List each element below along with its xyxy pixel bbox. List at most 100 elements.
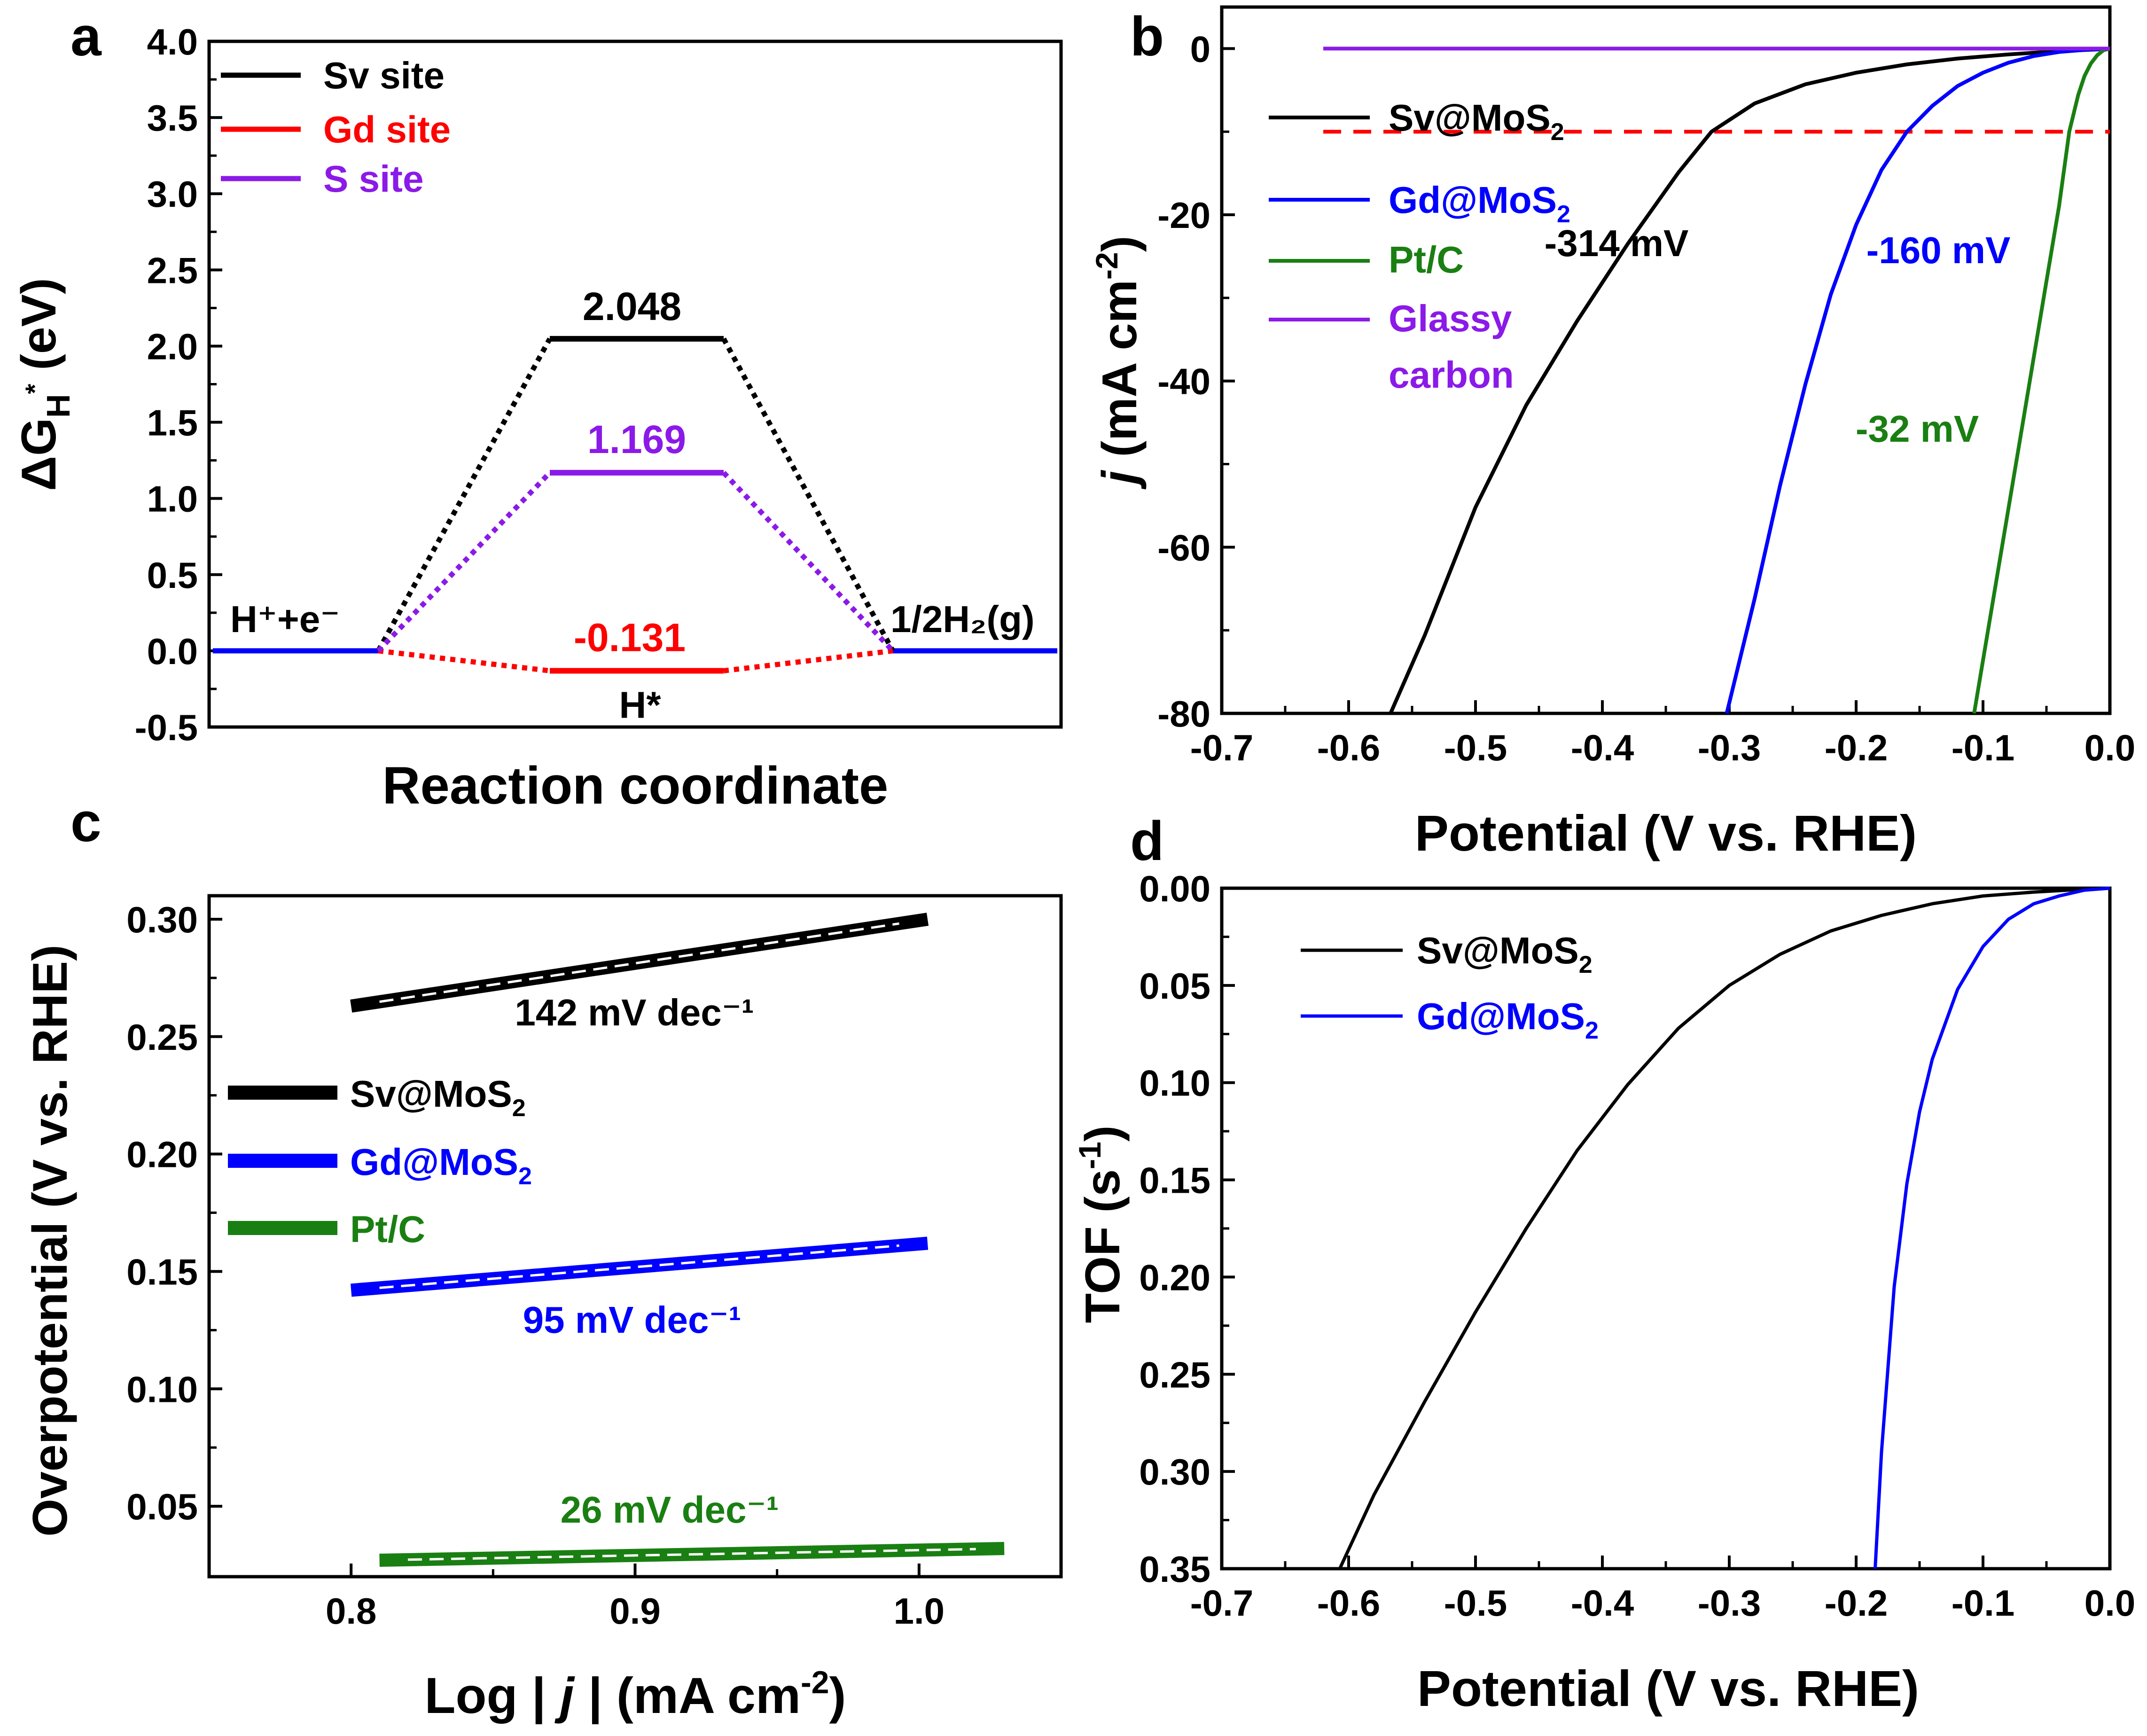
- annotation-label: -32 mV: [1856, 408, 1979, 450]
- x-tick-label: -0.7: [1190, 727, 1253, 768]
- annotation-label: -314 mV: [1545, 222, 1689, 264]
- series-line-0: [1389, 47, 2110, 714]
- y-tick-label: 2.0: [147, 326, 198, 367]
- fit-line-0: [379, 922, 899, 1003]
- legend-label-gc: Glassy carbon: [1389, 297, 1514, 396]
- state-label-initial: H⁺+e⁻: [230, 598, 340, 640]
- x-tick-label: -0.6: [1317, 1582, 1380, 1624]
- legend-label-sv: Sv@MoS2: [1417, 930, 1593, 978]
- connector-left: [378, 648, 550, 673]
- y-tick-label: 0.15: [1139, 1160, 1210, 1201]
- panel-letter-c: c: [70, 791, 101, 853]
- panel-d: 0.00 0.05 0.10 0.15 0.20 0.25 0.30 0.35-0.7 -0.6…: [1072, 868, 2135, 1717]
- x-tick-label: 1.0: [894, 1590, 945, 1632]
- y-tick-label: 3.0: [147, 173, 198, 215]
- value-label-sv: 2.048: [583, 284, 681, 328]
- x-tick-label: -0.3: [1698, 727, 1761, 768]
- series-line-2: [1972, 47, 2111, 714]
- plot-frame-b: [1220, 5, 2112, 715]
- state-label-final: 1/2H₂(g): [890, 598, 1035, 640]
- connector-left: [376, 471, 552, 653]
- annotation-label: 95 mV dec⁻¹: [523, 1299, 742, 1341]
- x-tick-label: 0.0: [2085, 1582, 2135, 1624]
- panel-a: -0.5 0.0 0.5 1.0 1.5 2.0 2.5 3.0 3.5 4.0 2.048 1.16…: [12, 21, 1063, 815]
- series-line-0: [1338, 886, 2110, 1570]
- y-axis-label: TOF (s-1): [1072, 1126, 1130, 1323]
- fit-line-2: [407, 1548, 976, 1561]
- legend-label-gd: Gd@MoS2: [350, 1141, 532, 1190]
- legend-label-pt: Pt/C: [350, 1208, 425, 1250]
- state-label-intermediate: H*: [619, 684, 662, 726]
- y-tick-label: 0.35: [1139, 1548, 1210, 1590]
- panel-letter-b: b: [1130, 6, 1164, 68]
- x-tick-label: 0.8: [326, 1590, 376, 1632]
- x-axis-label: Log | j | (mA cm-2): [425, 1665, 846, 1725]
- value-label-gd: -0.131: [574, 615, 686, 659]
- y-axis-label: j (mA cm-2): [1089, 236, 1147, 490]
- y-axis-label: Overpotential (V vs. RHE): [23, 945, 78, 1537]
- legend-label: Sv site: [323, 55, 445, 96]
- x-tick-label: -0.2: [1825, 727, 1888, 768]
- y-tick-label: 0.15: [126, 1251, 198, 1292]
- x-tick-label: 0.9: [609, 1590, 660, 1632]
- legend-label-gd: Gd@MoS2: [1417, 995, 1599, 1044]
- fit-line-1: [379, 1244, 899, 1289]
- x-tick-label: -0.3: [1698, 1582, 1761, 1624]
- legend-label-pt: Pt/C: [1389, 239, 1464, 281]
- x-tick-label: -0.4: [1571, 1582, 1634, 1624]
- annotation-label: -160 mV: [1866, 229, 2011, 271]
- plot-frame-d: [1220, 886, 2112, 1571]
- y-tick-label: -60: [1157, 527, 1210, 568]
- y-tick-label: 0.20: [1139, 1257, 1210, 1298]
- x-tick-label: -0.5: [1444, 1582, 1507, 1624]
- legend-label: Gd site: [323, 109, 451, 150]
- y-tick-label: 2.5: [147, 250, 198, 291]
- y-tick-label: 1.0: [147, 478, 198, 520]
- panel-letter-a: a: [70, 6, 102, 68]
- series-line-1: [1725, 47, 2110, 714]
- y-tick-label: 3.5: [147, 97, 198, 139]
- y-tick-label: -40: [1157, 361, 1210, 402]
- panel-b: -80 -60 -40 -20 0 -0.7 -0.6 -0.5 -0.4 -0.3 -0.2 -0.…: [1089, 5, 2135, 861]
- y-tick-label: 0: [1190, 28, 1210, 70]
- y-tick-label: 0.20: [126, 1134, 198, 1175]
- y-tick-label: 0.05: [126, 1486, 198, 1527]
- y-tick-label: 0.0: [147, 631, 198, 672]
- panel-letter-d: d: [1130, 810, 1164, 872]
- x-tick-label: -0.6: [1317, 727, 1380, 768]
- annotation-label: 26 mV dec⁻¹: [561, 1489, 779, 1531]
- y-tick-label: 0.25: [126, 1017, 198, 1058]
- y-tick-label: 0.00: [1139, 868, 1210, 909]
- y-tick-label: -20: [1157, 195, 1210, 236]
- x-tick-label: 0.0: [2085, 727, 2135, 768]
- connector-right: [721, 337, 895, 652]
- y-tick-label: 0.05: [1139, 965, 1210, 1007]
- x-axis-label: Reaction coordinate: [383, 756, 889, 815]
- y-tick-label: 0.25: [1139, 1354, 1210, 1395]
- y-axis-label: ΔGH* (eV): [12, 278, 77, 491]
- x-tick-label: -0.1: [1952, 727, 2014, 768]
- panel-c: 0.05 0.10 0.15 0.20 0.25 0.30 0.8 0.9 1.0 Sv@MoS2…: [23, 894, 1063, 1725]
- connector-left: [376, 337, 552, 652]
- x-tick-label: -0.1: [1952, 1582, 2014, 1624]
- x-tick-label: -0.5: [1444, 727, 1507, 768]
- y-tick-label: 0.30: [1139, 1451, 1210, 1493]
- y-tick-label: -0.5: [135, 707, 198, 748]
- y-tick-label: 1.5: [147, 402, 198, 444]
- connector-right: [722, 471, 895, 653]
- y-tick-label: 0.10: [126, 1368, 198, 1410]
- x-axis-label: Potential (V vs. RHE): [1415, 805, 1917, 861]
- x-tick-label: -0.2: [1825, 1582, 1888, 1624]
- legend-label-sv: Sv@MoS2: [350, 1073, 526, 1122]
- value-label-s: 1.169: [587, 417, 686, 461]
- x-tick-label: -0.4: [1571, 727, 1634, 768]
- y-tick-label: 4.0: [147, 21, 198, 63]
- y-tick-label: 0.30: [126, 899, 198, 940]
- y-tick-label: 0.10: [1139, 1063, 1210, 1104]
- series-line-1: [1874, 886, 2110, 1569]
- annotation-label: 142 mV dec⁻¹: [515, 992, 754, 1033]
- connector-right: [723, 648, 893, 673]
- legend-label-sv: Sv@MoS2: [1389, 97, 1564, 146]
- x-tick-label: -0.7: [1190, 1582, 1253, 1624]
